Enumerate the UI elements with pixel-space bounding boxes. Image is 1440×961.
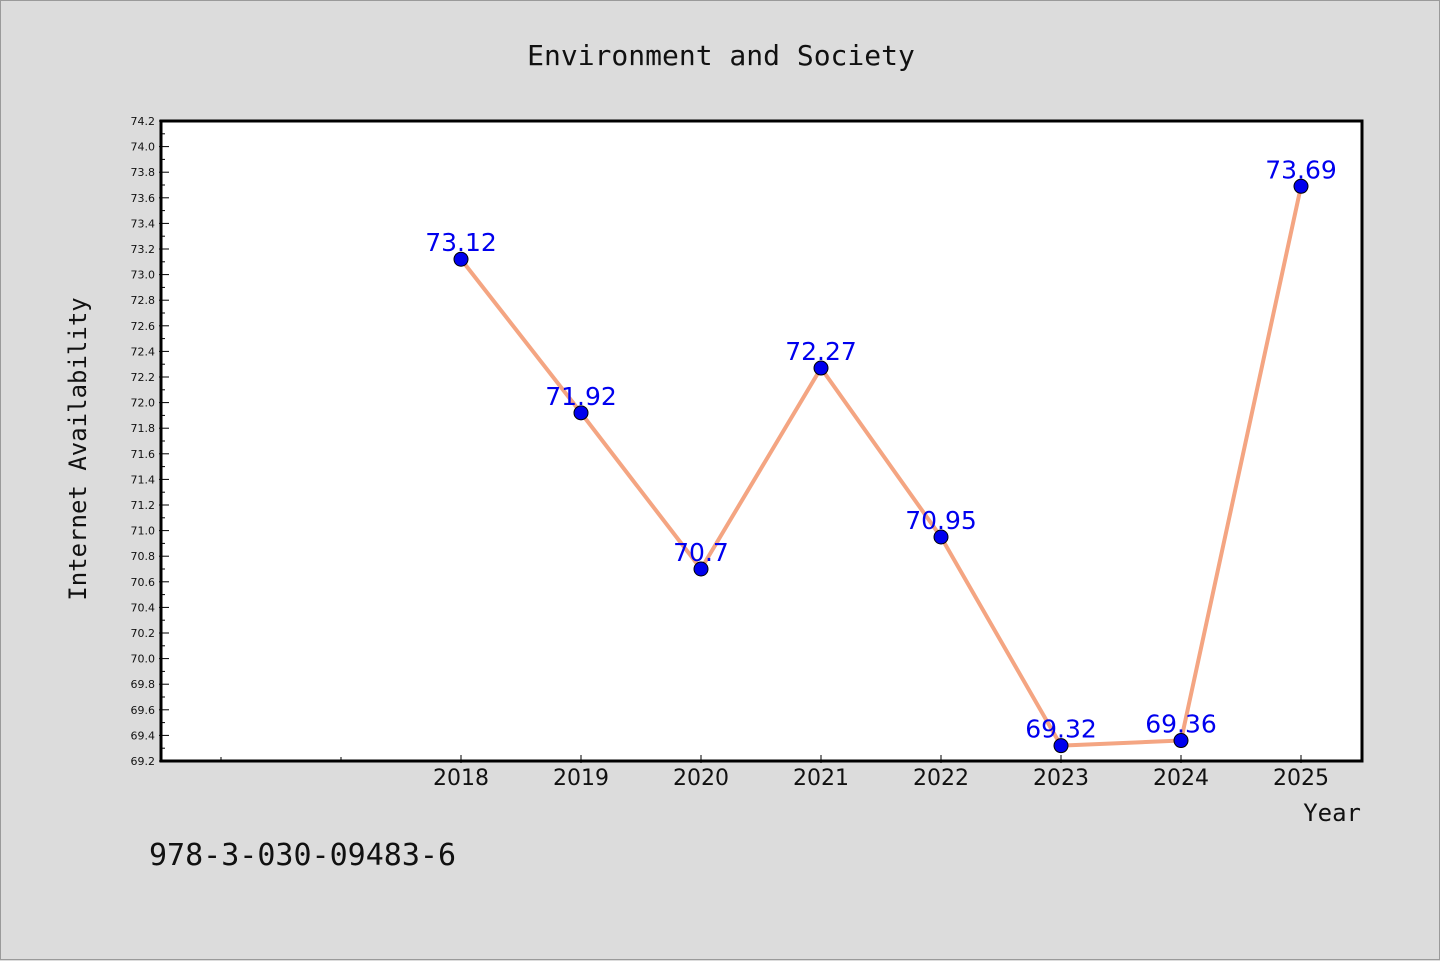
y-tick-label: 70.6 xyxy=(131,576,156,589)
data-label: 72.27 xyxy=(785,337,857,366)
x-tick-label: 2018 xyxy=(433,766,489,791)
y-axis-label: Internet Availability xyxy=(64,297,92,600)
y-tick-label: 74.0 xyxy=(131,141,156,154)
data-point xyxy=(1053,738,1069,754)
data-label: 70.7 xyxy=(673,538,729,567)
y-axis: 69.2 69.4 69.6 69.8 70.0 70.2 70.4 70.6 70.8 71.0… xyxy=(131,115,169,768)
y-tick-label: 72.6 xyxy=(131,320,156,333)
y-tick-label: 69.6 xyxy=(131,704,156,717)
y-tick-label: 70.0 xyxy=(131,653,156,666)
y-tick-label: 74.2 xyxy=(131,115,156,128)
x-tick-label: 2019 xyxy=(553,766,609,791)
y-tick-label: 70.8 xyxy=(131,550,156,563)
data-point xyxy=(933,529,949,545)
y-tick-label: 73.8 xyxy=(131,166,156,179)
data-label: 69.32 xyxy=(1025,715,1097,744)
y-tick-label: 70.2 xyxy=(131,627,156,640)
x-axis-label: Year xyxy=(1303,799,1361,827)
data-point xyxy=(693,561,709,577)
data-point xyxy=(573,405,589,421)
data-point xyxy=(1293,178,1309,194)
y-tick-label: 70.4 xyxy=(131,601,156,614)
data-label: 71.92 xyxy=(545,382,617,411)
x-tick-label: 2024 xyxy=(1153,766,1209,791)
data-label: 70.95 xyxy=(905,506,977,535)
x-tick-label: 2023 xyxy=(1033,766,1089,791)
data-point xyxy=(1173,733,1189,749)
y-tick-label: 71.8 xyxy=(131,422,156,435)
y-tick-label: 71.0 xyxy=(131,525,156,538)
isbn-text: 978-3-030-09483-6 xyxy=(149,838,456,873)
plot-area xyxy=(159,119,1364,763)
series-line xyxy=(459,184,1303,748)
data-label: 73.69 xyxy=(1265,155,1337,184)
data-label: 69.36 xyxy=(1145,710,1217,739)
data-series: 73.12 71.92 70.7 72.27 70.95 69.32 69.36 73.69 xyxy=(425,155,1337,754)
y-tick-label: 72.0 xyxy=(131,397,156,410)
x-tick-label: 2020 xyxy=(673,766,729,791)
x-tick-label: 2022 xyxy=(913,766,969,791)
y-tick-label: 71.6 xyxy=(131,448,156,461)
x-tick-label: 2021 xyxy=(793,766,849,791)
y-tick-label: 71.2 xyxy=(131,499,156,512)
y-tick-label: 72.2 xyxy=(131,371,156,384)
data-point xyxy=(453,251,469,267)
y-tick-label: 72.4 xyxy=(131,345,156,358)
y-tick-label: 73.2 xyxy=(131,243,156,256)
data-point xyxy=(813,360,829,376)
y-tick-label: 73.0 xyxy=(131,269,156,282)
y-tick-label: 73.6 xyxy=(131,192,156,205)
y-tick-label: 69.2 xyxy=(131,755,156,768)
y-tick-label: 69.4 xyxy=(131,729,156,742)
y-tick-label: 73.4 xyxy=(131,217,156,230)
data-label: 73.12 xyxy=(425,228,497,257)
chart-title: Environment and Society xyxy=(527,39,915,72)
x-axis: 2018 2019 2020 2021 2022 2023 2024 2025 xyxy=(220,755,1329,791)
x-tick-label: 2025 xyxy=(1273,766,1329,791)
y-tick-label: 69.8 xyxy=(131,678,156,691)
y-tick-label: 71.4 xyxy=(131,473,156,486)
y-tick-label: 72.8 xyxy=(131,294,156,307)
